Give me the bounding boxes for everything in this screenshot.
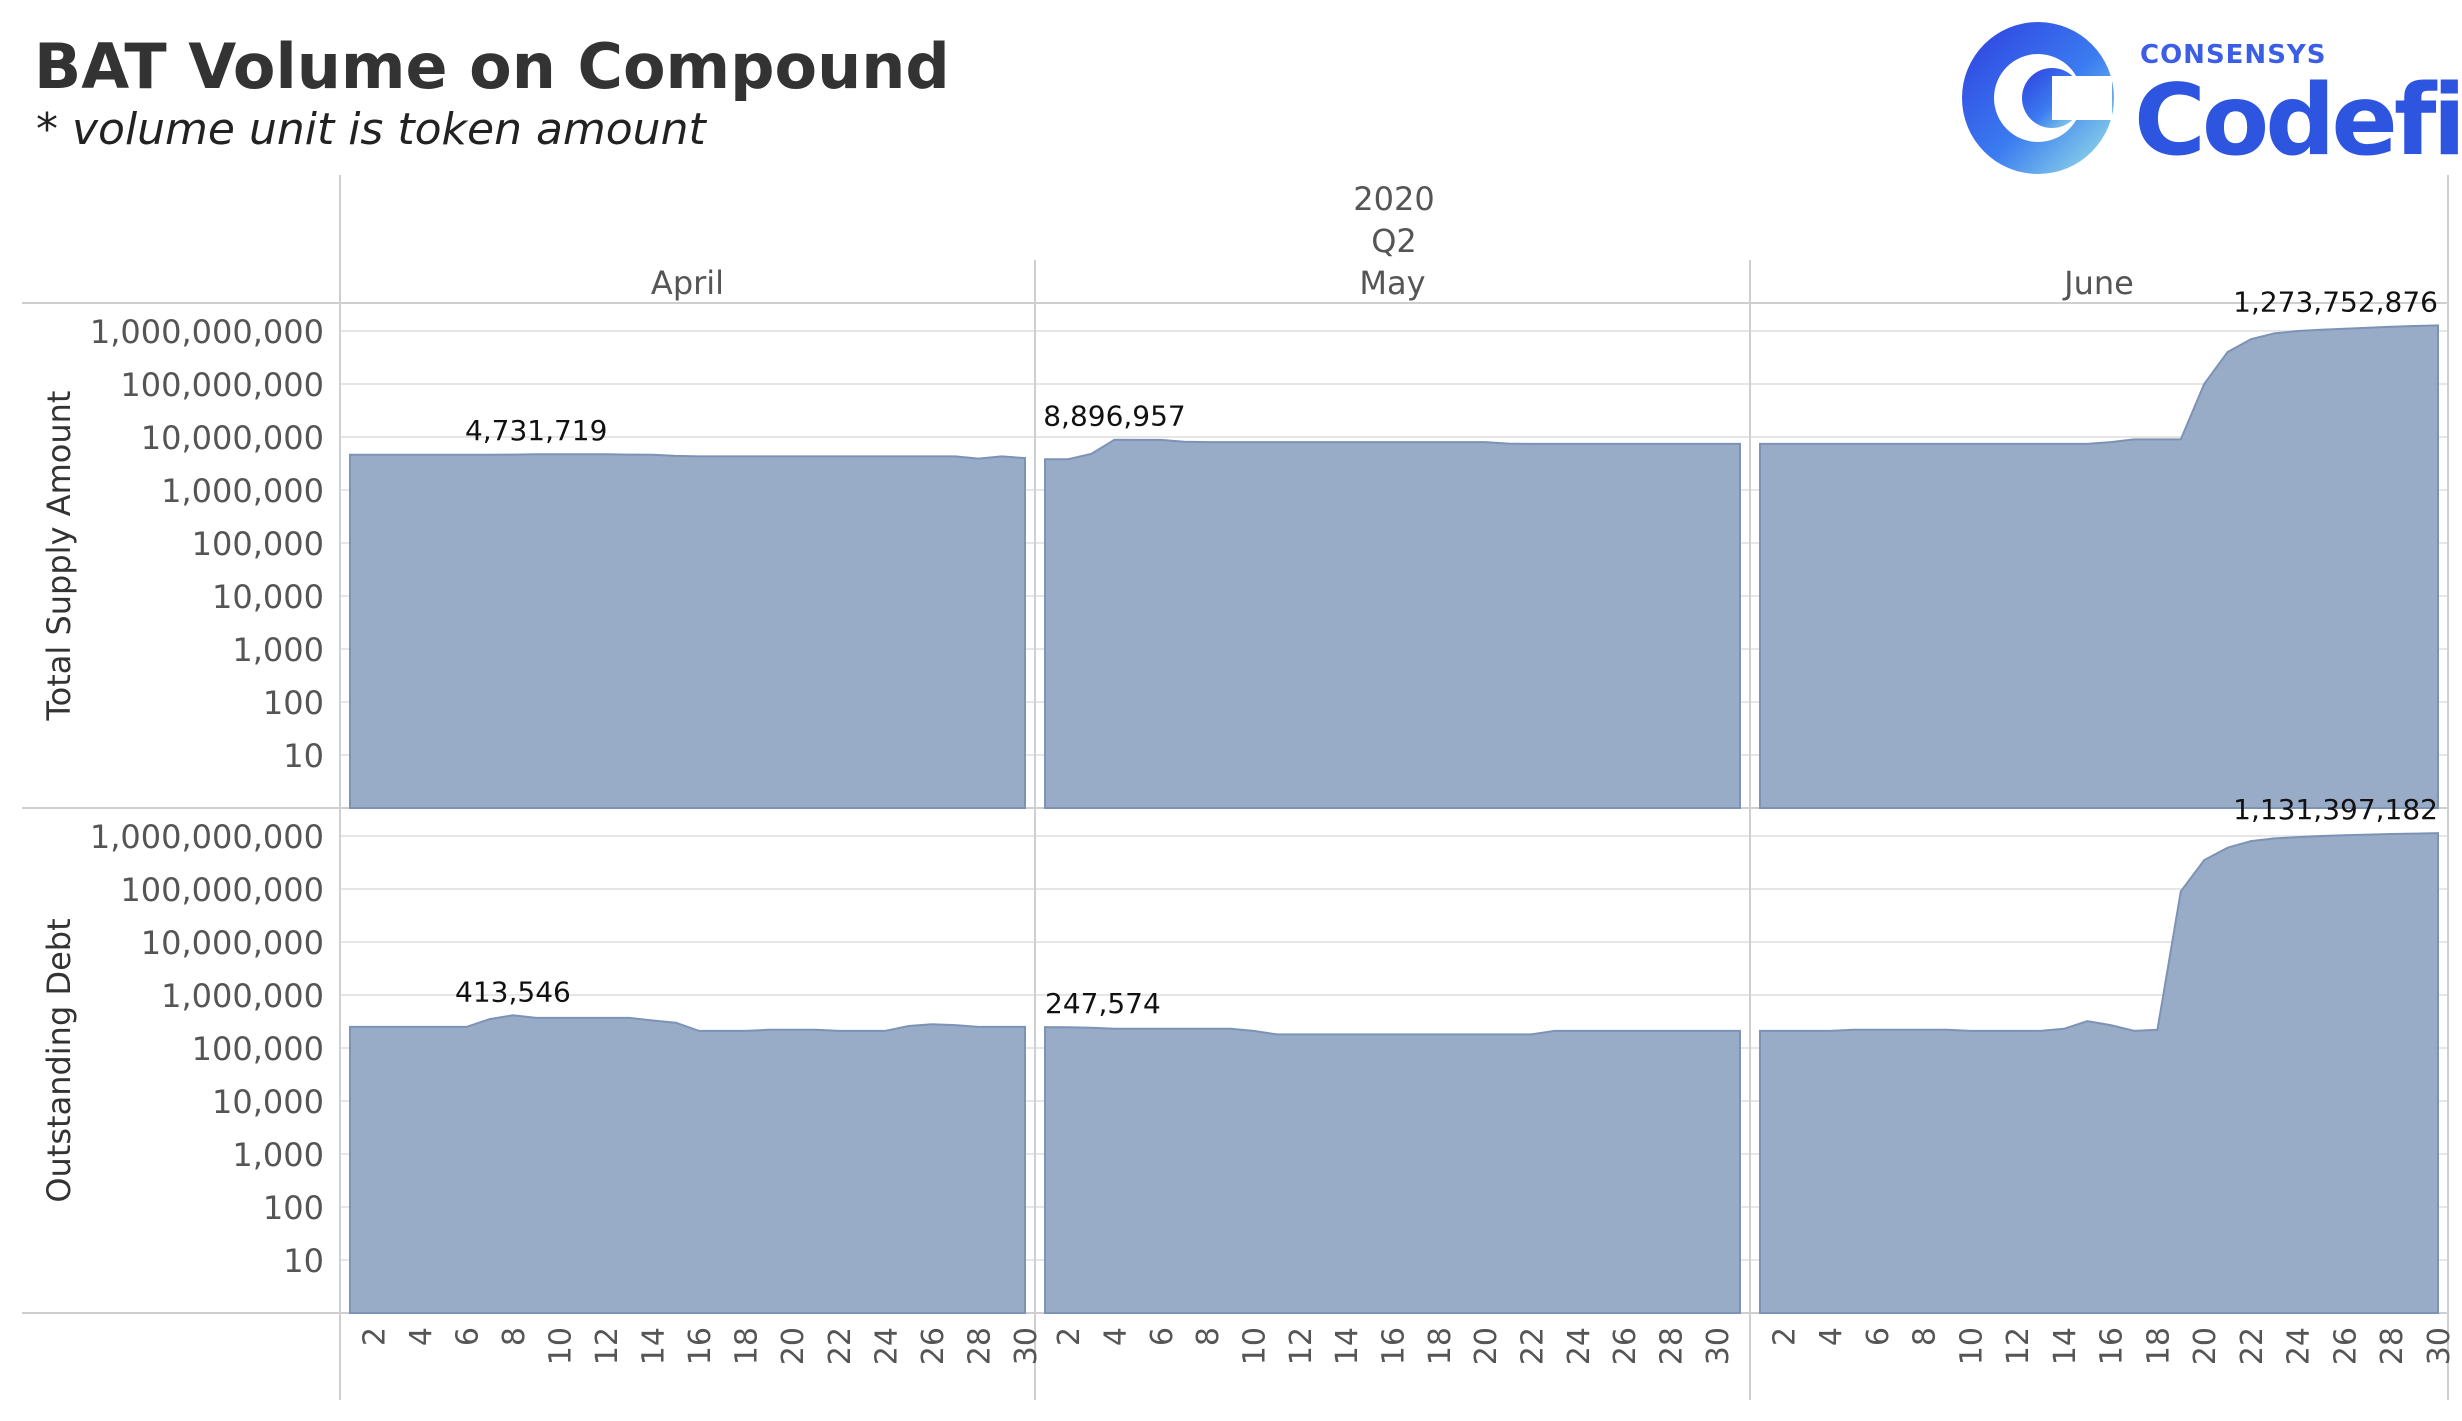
x-tick-label: 20 [1469,1327,1504,1365]
x-tick-label: 4 [1814,1327,1849,1346]
x-tick-label: 30 [1701,1327,1736,1365]
x-tick-label: 10 [544,1327,579,1365]
y-tick-label: 10 [283,1242,324,1280]
area-series [1044,438,1741,809]
x-tick-label: 20 [776,1327,811,1365]
x-tick-label: 16 [1377,1327,1412,1365]
y-tick-label: 100 [263,684,324,722]
y-tick-label: 100,000,000 [120,366,324,404]
x-tick-label: 30 [1009,1327,1044,1365]
year-header: 2020 [1353,180,1434,218]
area-series [1759,324,2439,809]
x-tick-label: 26 [916,1327,951,1365]
x-tick-label: 8 [497,1327,532,1346]
y-tick-label: 1,000,000 [161,472,324,510]
x-tick-label: 4 [404,1327,439,1346]
x-tick-label: 2 [1052,1327,1087,1346]
x-tick-label: 24 [869,1327,904,1365]
row-label: Total Supply Amount [40,391,78,722]
x-tick-label: 12 [590,1327,625,1365]
y-tick-label: 10,000 [212,1083,324,1121]
y-tick-label: 10,000,000 [141,419,324,457]
area-series [1044,1026,1741,1314]
y-tick-label: 1,000 [232,1136,324,1174]
y-tick-label: 10 [283,737,324,775]
data-label: 247,574 [1045,987,1161,1020]
y-tick-label: 10,000,000 [141,924,324,962]
x-tick-label: 18 [1423,1327,1458,1365]
chart-title: BAT Volume on Compound [34,30,950,103]
x-tick-label: 28 [2375,1327,2410,1365]
x-tick-label: 18 [730,1327,765,1365]
x-tick-label: 8 [1908,1327,1943,1346]
x-tick-label: 12 [2001,1327,2036,1365]
codefi-logo: CONSENSYS Codefi [1960,18,2462,178]
x-tick-label: 18 [2141,1327,2176,1365]
x-tick-label: 26 [2329,1327,2364,1365]
area-series [349,453,1026,809]
x-tick-label: 24 [2282,1327,2317,1365]
x-tick-label: 2 [357,1327,392,1346]
x-tick-label: 10 [1238,1327,1273,1365]
x-tick-label: 28 [962,1327,997,1365]
y-tick-label: 1,000,000,000 [90,313,324,351]
y-tick-label: 100,000 [192,525,324,563]
month-header: May [1359,264,1425,302]
logo-brand-large: Codefi [2134,64,2462,178]
y-tick-label: 10,000 [212,578,324,616]
y-tick-label: 1,000,000,000 [90,818,324,856]
x-tick-label: 6 [1861,1327,1896,1346]
y-tick-label: 100,000,000 [120,871,324,909]
y-tick-label: 100,000 [192,1030,324,1068]
x-tick-label: 22 [2235,1327,2270,1365]
y-tick-label: 100 [263,1189,324,1227]
x-tick-label: 22 [823,1327,858,1365]
area-series [1759,832,2439,1314]
x-tick-label: 4 [1099,1327,1134,1346]
y-tick-label: 1,000,000 [161,977,324,1015]
x-tick-label: 24 [1562,1327,1597,1365]
x-tick-label: 26 [1608,1327,1643,1365]
x-tick-label: 20 [2188,1327,2223,1365]
x-tick-label: 16 [683,1327,718,1365]
x-tick-label: 14 [1330,1327,1365,1365]
x-tick-label: 14 [2048,1327,2083,1365]
x-tick-label: 12 [1284,1327,1319,1365]
x-tick-label: 28 [1655,1327,1690,1365]
x-tick-label: 10 [1954,1327,1989,1365]
x-tick-label: 16 [2095,1327,2130,1365]
data-label: 1,131,397,182 [2233,793,2438,826]
month-header: April [651,264,724,302]
row-label: Outstanding Debt [40,918,78,1202]
x-tick-label: 6 [450,1327,485,1346]
chart-subtitle: * volume unit is token amount [36,104,706,155]
data-label: 8,896,957 [1043,400,1186,433]
x-tick-label: 8 [1191,1327,1226,1346]
x-tick-label: 2 [1767,1327,1802,1346]
area-series [349,1014,1026,1314]
x-tick-label: 22 [1516,1327,1551,1365]
logo-brand-small: CONSENSYS [2140,40,2327,70]
quarter-header: Q2 [1371,222,1417,260]
month-header: June [2062,264,2134,302]
data-label: 4,731,719 [465,414,608,447]
x-tick-label: 14 [637,1327,672,1365]
data-label: 413,546 [455,975,571,1008]
y-tick-label: 1,000 [232,631,324,669]
x-tick-label: 30 [2422,1327,2457,1365]
data-label: 1,273,752,876 [2233,285,2438,318]
codefi-logo-icon [1962,22,2114,174]
x-tick-label: 6 [1145,1327,1180,1346]
